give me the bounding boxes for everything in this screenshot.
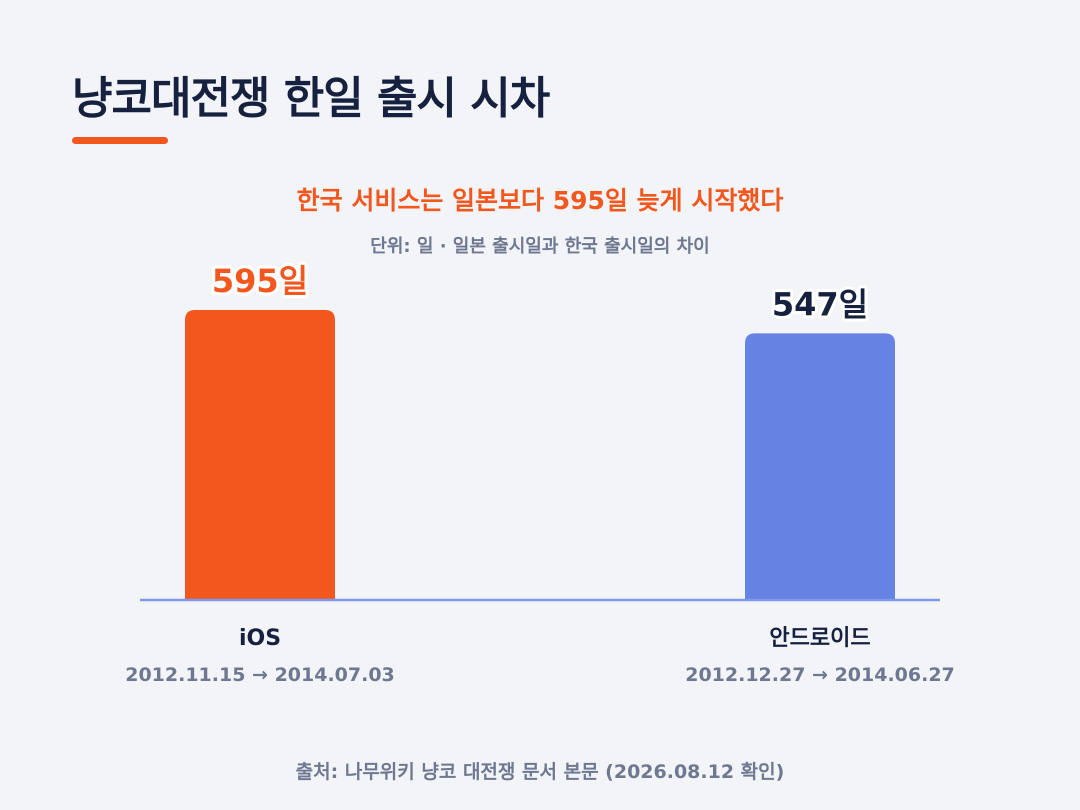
- date-range-label-1: 2012.12.27 → 2014.06.27: [685, 664, 955, 686]
- source-note: 출처: 나무위키 냥코 대전쟁 문서 본문 (2026.08.12 확인): [295, 761, 785, 783]
- chart-unit-note: 단위: 일 · 일본 출시일과 한국 출시일의 차이: [370, 236, 710, 257]
- category-label-0: iOS: [239, 626, 281, 651]
- date-range-label-0: 2012.11.15 → 2014.07.03: [125, 664, 395, 686]
- bar-value-label-1: 547일: [772, 285, 868, 323]
- page-title: 냥코대전쟁 한일 출시 시차: [72, 73, 550, 124]
- title-accent-underline: [72, 137, 168, 144]
- category-label-1: 안드로이드: [769, 626, 870, 651]
- chart-headline: 한국 서비스는 일본보다 595일 늦게 시작했다: [296, 186, 784, 215]
- bar-1: [745, 333, 895, 600]
- bar-value-label-0: 595일: [212, 262, 308, 300]
- bar-0: [185, 310, 335, 600]
